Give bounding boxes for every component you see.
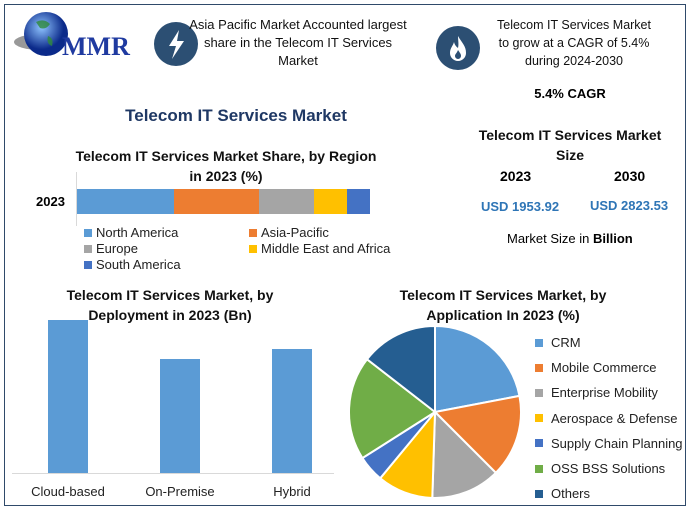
application-legend-item: Mobile Commerce bbox=[535, 355, 683, 380]
deployment-category-label: Cloud-based bbox=[31, 484, 105, 499]
region-segment-asia-pacific bbox=[173, 189, 259, 214]
highlight-cagr: Telecom IT Services Market to grow at a … bbox=[497, 18, 651, 68]
legend-label: CRM bbox=[551, 335, 581, 351]
legend-swatch bbox=[535, 439, 543, 448]
deployment-chart-title: Telecom IT Services Market, by Deploymen… bbox=[66, 287, 274, 323]
pie-slice-others bbox=[365, 324, 436, 415]
application-chart-title: Telecom IT Services Market, by Applicati… bbox=[399, 287, 607, 323]
note-unit: Billion bbox=[592, 231, 633, 246]
region-segment-europe bbox=[258, 189, 315, 214]
application-legend: CRM Mobile Commerce Enterprise Mobility Aer… bbox=[535, 330, 683, 506]
pie-slice-oss-bss-solutions bbox=[348, 357, 437, 460]
application-pie bbox=[348, 324, 522, 499]
value-2030: USD 2823.53 bbox=[590, 198, 669, 213]
legend-swatch bbox=[535, 388, 543, 397]
deployment-category-label: On-Premise bbox=[145, 484, 215, 499]
legend-swatch bbox=[535, 489, 543, 498]
logo-text: MMR bbox=[62, 32, 130, 61]
region-category-label: 2023 bbox=[36, 194, 65, 209]
deployment-bar-hybrid bbox=[272, 349, 312, 473]
lightning-icon bbox=[154, 22, 198, 66]
application-legend-item: Others bbox=[535, 481, 683, 506]
application-legend-item: OSS BSS Solutions bbox=[535, 456, 683, 481]
main-title: Telecom IT Services Market bbox=[125, 106, 347, 125]
market-size-title: Telecom IT Services Market Size bbox=[478, 127, 662, 163]
application-legend-item: CRM bbox=[535, 330, 683, 355]
region-stacked-bar bbox=[77, 189, 370, 214]
legend-label: South America bbox=[96, 257, 181, 272]
deployment-bar-cloud-based bbox=[48, 320, 88, 473]
mmr-logo: MMR bbox=[12, 10, 142, 66]
highlight-asia-pacific: Asia Pacific Market Accounted largest sh… bbox=[189, 17, 407, 68]
legend-label: Middle East and Africa bbox=[261, 241, 391, 256]
region-legend-item: North America bbox=[84, 225, 249, 240]
market-size-note: Market Size in Billion bbox=[507, 231, 633, 246]
region-legend: North America Asia-Pacific Europe Middle Ea… bbox=[84, 225, 404, 272]
application-legend-item: Supply Chain Planning bbox=[535, 431, 683, 456]
legend-label: Europe bbox=[96, 241, 138, 256]
region-legend-item: South America bbox=[84, 257, 249, 272]
legend-label: Enterprise Mobility bbox=[551, 385, 658, 401]
year-2030: 2030 bbox=[614, 168, 646, 184]
deployment-category-label: Hybrid bbox=[273, 484, 311, 499]
legend-swatch bbox=[249, 228, 257, 237]
frame-border bbox=[4, 4, 686, 506]
region-segment-middle-east-and-africa bbox=[314, 189, 347, 214]
flame-icon bbox=[436, 26, 480, 70]
pie-slice-mobile-commerce bbox=[432, 394, 522, 475]
cagr-label: 5.4% CAGR bbox=[534, 86, 606, 101]
legend-label: Mobile Commerce bbox=[551, 360, 657, 376]
region-segment-south-america bbox=[346, 189, 370, 214]
legend-swatch bbox=[249, 244, 257, 253]
legend-label: OSS BSS Solutions bbox=[551, 461, 666, 477]
region-segment-north-america bbox=[77, 189, 174, 214]
region-legend-item: Europe bbox=[84, 241, 249, 256]
legend-swatch bbox=[535, 414, 543, 423]
legend-label: Supply Chain Planning bbox=[551, 435, 683, 451]
legend-label: North America bbox=[96, 225, 179, 240]
legend-swatch bbox=[535, 363, 543, 372]
legend-label: Others bbox=[551, 486, 591, 502]
legend-label: Aerospace & Defense bbox=[551, 410, 678, 426]
legend-swatch bbox=[535, 464, 543, 473]
pie-slice-crm bbox=[434, 324, 521, 414]
region-legend-item: Asia-Pacific bbox=[249, 225, 409, 240]
region-legend-item: Middle East and Africa bbox=[249, 241, 409, 256]
note-text: Market Size in bbox=[507, 231, 593, 246]
pie-slice-enterprise-mobility bbox=[431, 409, 498, 499]
application-legend-item: Aerospace & Defense bbox=[535, 406, 683, 431]
legend-label: Asia-Pacific bbox=[261, 225, 329, 240]
legend-swatch bbox=[84, 244, 92, 253]
region-axis bbox=[76, 172, 77, 226]
value-2023: USD 1953.92 bbox=[481, 199, 560, 214]
region-chart-title: Telecom IT Services Market Share, by Reg… bbox=[75, 148, 377, 184]
year-2023: 2023 bbox=[500, 168, 532, 184]
legend-swatch bbox=[84, 260, 92, 269]
deployment-baseline bbox=[12, 473, 334, 474]
legend-swatch bbox=[84, 228, 92, 237]
legend-swatch bbox=[535, 338, 543, 347]
application-legend-item: Enterprise Mobility bbox=[535, 380, 683, 405]
deployment-bar-on-premise bbox=[160, 359, 200, 473]
globe-icon bbox=[14, 12, 68, 56]
